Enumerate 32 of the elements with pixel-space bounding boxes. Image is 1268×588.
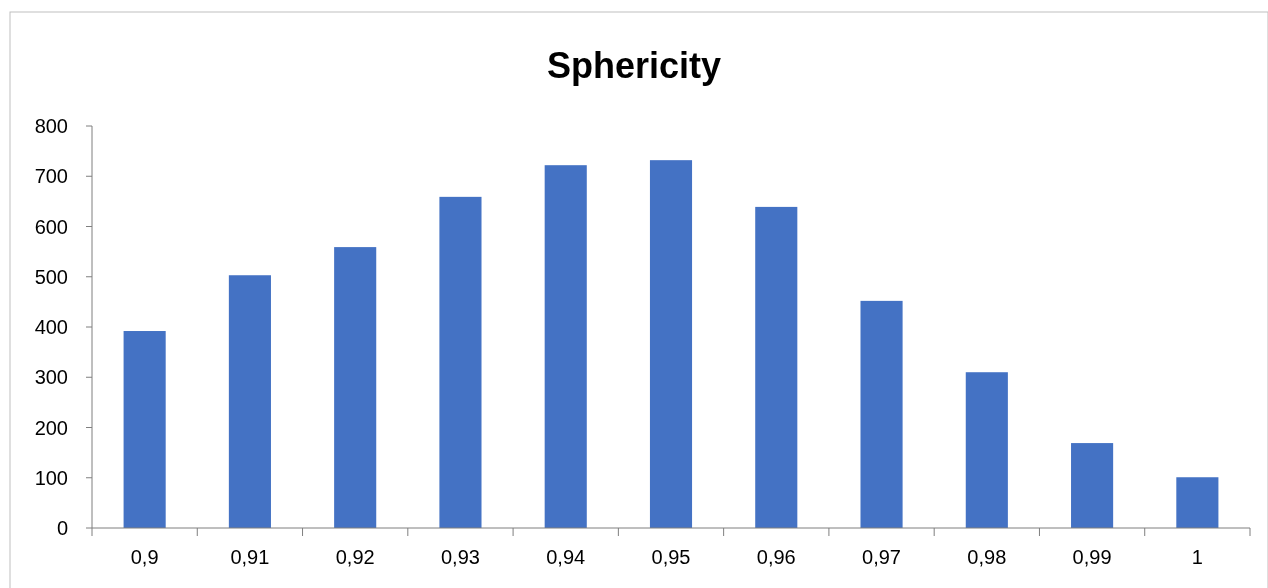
y-tick-label: 300 [34,366,68,389]
bar [123,331,166,528]
x-tick-label: 0,91 [230,546,270,568]
chart-title: Sphericity [546,45,722,86]
x-tick-label: 0,99 [1072,546,1112,568]
x-tick-label: 0,92 [335,546,375,568]
x-tick-label: 1 [1191,546,1203,568]
x-tick-label: 0,93 [440,546,480,568]
x-tick-label: 0,98 [967,546,1007,568]
x-tick-label: 0,96 [756,546,796,568]
bar [755,206,798,528]
y-tick-label: 500 [34,265,68,288]
bar [334,247,377,528]
y-tick-label: 0 [56,517,68,539]
bar [1071,443,1114,528]
bar [1176,477,1219,528]
bar [544,165,587,528]
x-tick-label: 0,95 [651,546,691,568]
x-tick-label: 0,9 [130,546,159,568]
x-tick-label: 0,97 [862,546,902,568]
x-tick-label: 0,94 [546,546,586,568]
y-tick-label: 100 [34,466,68,489]
y-tick-label: 800 [34,115,68,137]
bar [965,372,1008,528]
bar [649,160,693,528]
y-tick-label: 400 [34,316,68,338]
y-tick-label: 200 [34,416,68,439]
bar [439,196,482,528]
bar [228,275,271,528]
y-tick-label: 600 [34,215,68,238]
y-tick-label: 700 [34,165,68,188]
bar [860,300,903,528]
